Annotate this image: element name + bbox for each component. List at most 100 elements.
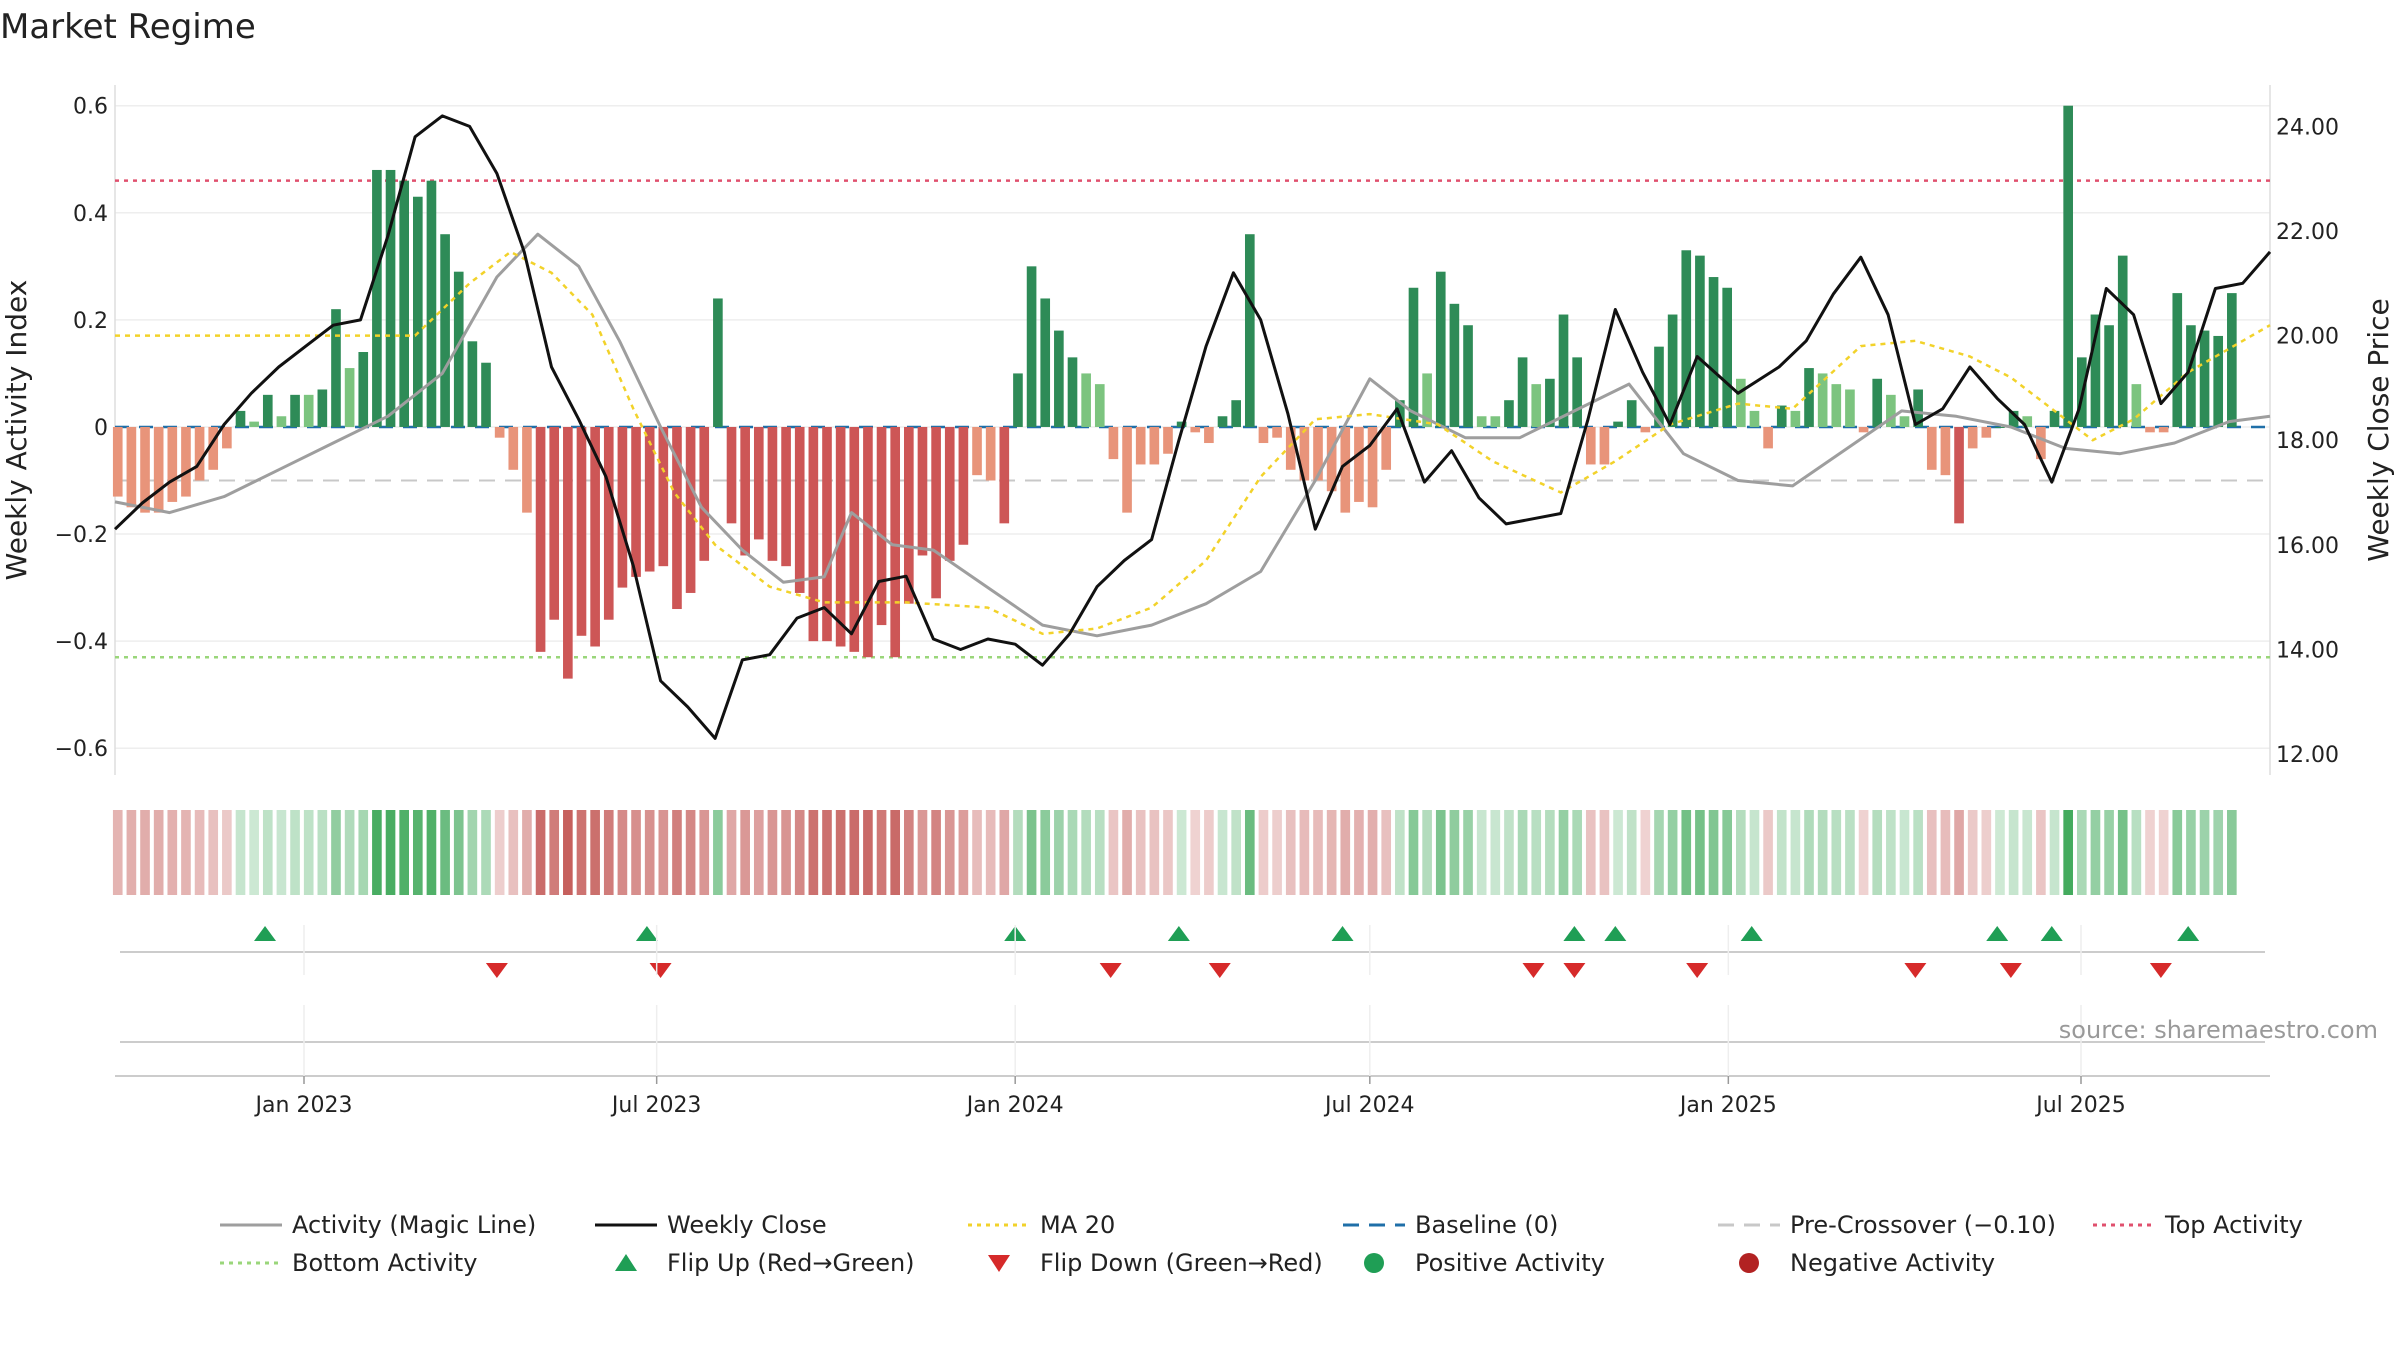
activity-bar: [1176, 421, 1187, 427]
legend-item: MA 20: [968, 1211, 1115, 1239]
activity-bar: [904, 426, 914, 604]
date-tick-label: Jan 2025: [1678, 1093, 1777, 1118]
regime-strip-cell: [167, 810, 178, 895]
regime-strip-cell: [1504, 810, 1514, 895]
left-tick-label: −0.6: [55, 737, 108, 762]
regime-strip-cell: [1545, 810, 1555, 895]
activity-bar: [1804, 368, 1814, 427]
right-tick-label: 18.00: [2276, 429, 2339, 454]
activity-bar: [276, 416, 287, 427]
regime-strip-cell: [1722, 810, 1733, 895]
activity-bar: [126, 426, 137, 508]
activity-bar: [1831, 384, 1842, 427]
activity-bar: [740, 426, 750, 556]
regime-strip-cell: [726, 810, 737, 895]
activity-bar: [1940, 426, 1951, 476]
activity-bar: [508, 426, 519, 470]
regime-strip-cell: [385, 810, 396, 895]
right-tick-label: 14.00: [2276, 638, 2339, 663]
activity-bar: [1776, 405, 1787, 427]
activity-bar: [1531, 384, 1542, 427]
regime-strip-cell: [494, 810, 505, 895]
activity-bar: [726, 426, 737, 524]
flip-down-marker: [2149, 963, 2172, 978]
regime-strip-cell: [453, 810, 464, 895]
regime-strip-cell: [1572, 810, 1582, 895]
activity-bar: [944, 426, 955, 561]
regime-strip-cell: [1845, 810, 1855, 895]
regime-strip-cell: [1367, 810, 1378, 895]
activity-bar: [1913, 389, 1923, 427]
regime-strip-cell: [535, 810, 546, 895]
activity-bar: [1872, 378, 1883, 427]
regime-strip-cell: [1081, 810, 1091, 895]
left-tick-label: 0.2: [73, 309, 108, 334]
flip-up-marker: [2177, 926, 2200, 941]
regime-strip-cell: [1940, 810, 1951, 895]
activity-bar: [2227, 293, 2237, 427]
regime-strip-cell: [140, 810, 150, 895]
regime-strip-cell: [576, 810, 587, 895]
regime-strip-cell: [2213, 810, 2224, 895]
activity-bar: [2036, 426, 2046, 460]
regime-strip-cell: [181, 810, 191, 895]
regime-strip-cell: [1640, 810, 1651, 895]
activity-bar: [426, 180, 437, 427]
regime-strip-cell: [1981, 810, 1992, 895]
activity-bar: [1708, 277, 1719, 427]
activity-bar: [1217, 416, 1228, 427]
regime-strip-cell: [1695, 810, 1705, 895]
activity-bar: [2104, 325, 2114, 427]
activity-bar: [808, 426, 819, 642]
regime-strip-cell: [1163, 810, 1173, 895]
activity-bar: [563, 426, 573, 679]
flip-down-marker: [649, 963, 672, 978]
flip-up-marker: [1331, 926, 1354, 941]
regime-strip-cell: [904, 810, 914, 895]
weekly-close-line: [113, 114, 2272, 740]
activity-bar: [358, 352, 369, 427]
activity-bar: [2117, 255, 2128, 427]
regime-strip-cell: [331, 810, 341, 895]
activity-bar: [1681, 250, 1692, 427]
activity-bar: [1926, 426, 1937, 470]
activity-bar: [1517, 357, 1528, 427]
regime-strip-cell: [1272, 810, 1282, 895]
left-axis-ticks: 0.6 0.4 0.2 0 −0.2 −0.4 −0.6: [55, 95, 108, 763]
activity-bar: [1449, 303, 1460, 427]
activity-bar: [753, 426, 764, 540]
activity-bar: [590, 426, 600, 647]
regime-strip-cell: [1913, 810, 1923, 895]
activity-bar: [1326, 426, 1337, 492]
activity-bar: [222, 426, 232, 449]
legend-swatch: [1364, 1253, 1384, 1273]
regime-strip-cell: [1749, 810, 1760, 895]
activity-bar: [2008, 410, 2019, 427]
activity-bar: [1204, 426, 1214, 444]
regime-strip-cell: [672, 810, 682, 895]
activity-bar: [999, 426, 1010, 524]
ma20-line: [115, 250, 2271, 636]
regime-strip-cell: [1613, 810, 1623, 895]
activity-bar: [1585, 426, 1596, 465]
regime-strip-cell: [1326, 810, 1337, 895]
regime-strip-cell: [1313, 810, 1323, 895]
regime-strip-cell: [1094, 810, 1105, 895]
legend-item: Top Activity: [2093, 1211, 2303, 1239]
activity-bar: [1858, 426, 1869, 433]
regime-strip-cell: [2158, 810, 2169, 895]
legend-label: Baseline (0): [1415, 1211, 1558, 1239]
regime-strip-cell: [1790, 810, 1801, 895]
right-axis-ticks: 24.00 22.00 20.00 18.00 16.00 14.00 12.00: [2276, 115, 2339, 768]
regime-strip-cell: [849, 810, 860, 895]
regime-strip-cell: [1817, 810, 1828, 895]
regime-strip-cell: [1585, 810, 1596, 895]
legend-label: Activity (Magic Line): [292, 1211, 536, 1239]
regime-strip-cell: [1995, 810, 2005, 895]
regime-strip-cell: [985, 810, 996, 895]
regime-strip-cell: [1204, 810, 1214, 895]
activity-bar: [1763, 426, 1773, 449]
regime-strip-cell: [1517, 810, 1528, 895]
regime-strip-cell: [658, 810, 669, 895]
flip-up-marker: [1604, 926, 1627, 941]
